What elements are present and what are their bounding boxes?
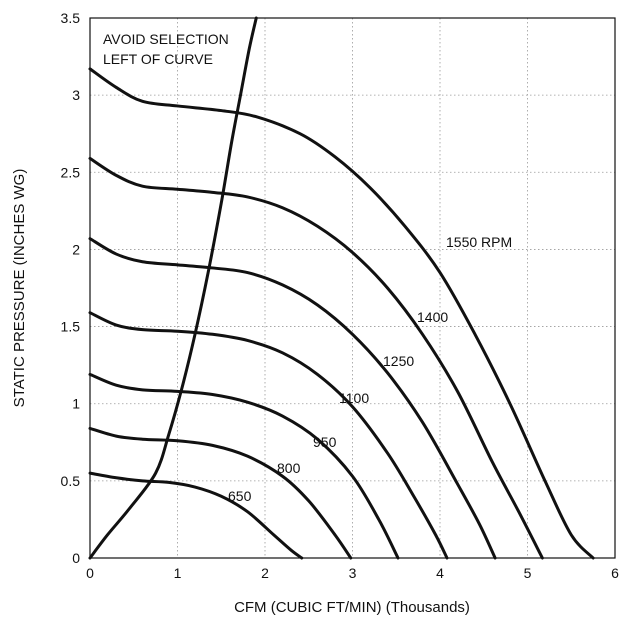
- y-tick-label: 1.5: [61, 319, 81, 335]
- x-tick-label: 3: [349, 565, 357, 581]
- plot-frame: [89, 17, 616, 559]
- y-tick-label: 2: [72, 241, 80, 257]
- x-tick-label: 4: [436, 565, 444, 581]
- rpm-curve-1100: [88, 311, 449, 560]
- rpm-curve-800: [88, 426, 353, 560]
- rpm-curve-650: [88, 471, 304, 560]
- y-tick-label: 0: [72, 550, 80, 566]
- x-axis-title: CFM (CUBIC FT/MIN) (Thousands): [234, 599, 470, 616]
- rpm-curve-950: [88, 372, 400, 560]
- label-1100: 1100: [339, 390, 369, 406]
- rpm-curve-1400: [88, 156, 544, 560]
- x-tick-label: 0: [86, 565, 94, 581]
- y-tick-label: 1: [72, 396, 80, 412]
- x-tick-label: 5: [524, 565, 532, 581]
- y-tick-label: 3.5: [61, 10, 81, 26]
- label-650: 650: [228, 488, 252, 504]
- x-tick-label: 2: [261, 565, 269, 581]
- rpm-curves: [88, 16, 595, 560]
- y-tick-label: 0.5: [61, 473, 81, 489]
- rpm-curve-1550-rpm: [88, 67, 595, 560]
- y-axis-title: STATIC PRESSURE (INCHES WG): [11, 169, 28, 408]
- y-tick-label: 3: [72, 87, 80, 103]
- label-800: 800: [277, 460, 301, 476]
- grid-lines: [90, 18, 615, 558]
- label-1250: 1250: [383, 353, 414, 369]
- y-tick-label: 2.5: [61, 164, 81, 180]
- annotation-line-1: AVOID SELECTION: [103, 31, 229, 47]
- label-950: 950: [313, 434, 337, 450]
- avoid-selection-limit-curve: [88, 16, 258, 560]
- x-tick-label: 6: [611, 565, 619, 581]
- label-1400: 1400: [417, 309, 448, 325]
- axis-ticks: 0 1 2 3 4 5 6 0 0.5 1 1.5 2 2.5 3 3.5: [61, 10, 620, 581]
- rpm-curve-1250: [88, 237, 497, 560]
- annotation-line-2: LEFT OF CURVE: [103, 51, 213, 67]
- label-1550-rpm: 1550 RPM: [446, 234, 512, 250]
- x-tick-label: 1: [174, 565, 182, 581]
